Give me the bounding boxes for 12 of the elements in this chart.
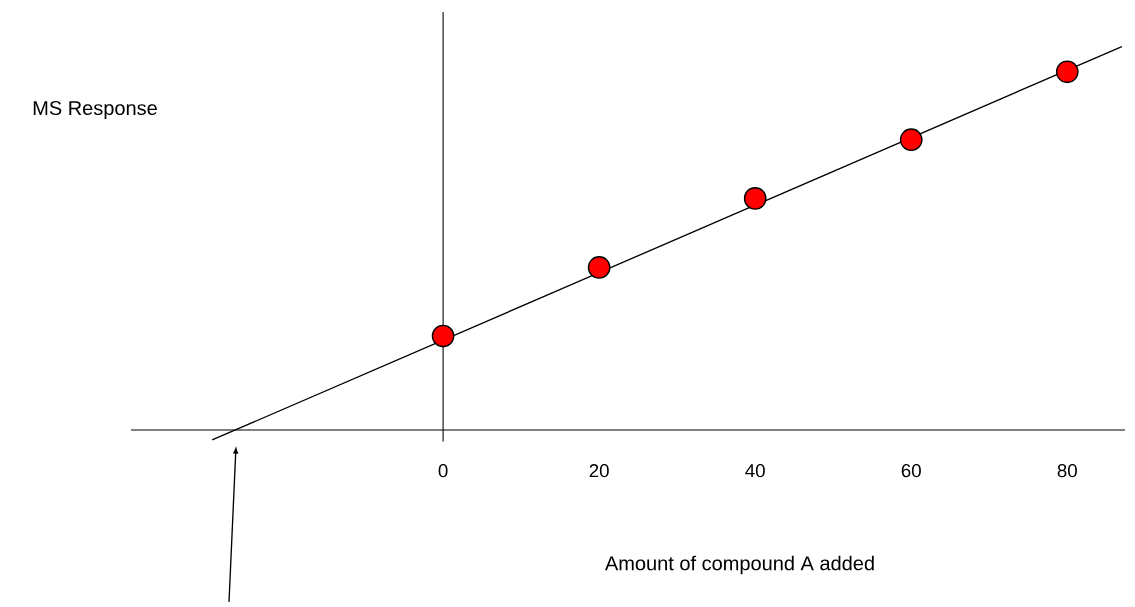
point [899, 128, 923, 152]
x-tick-label: 0 [438, 464, 448, 478]
x-tick-label: 20 [589, 464, 609, 478]
point [1055, 60, 1079, 84]
x-tick-label: 60 [901, 464, 921, 478]
x-axis-title: Amount of compound A added [604, 555, 874, 575]
point [587, 256, 611, 279]
x-tick-label: 80 [1057, 464, 1077, 478]
x-tick-label: 40 [745, 464, 765, 478]
point [431, 324, 455, 348]
y-axis-title: MS Response [33, 100, 157, 120]
point [743, 187, 767, 210]
